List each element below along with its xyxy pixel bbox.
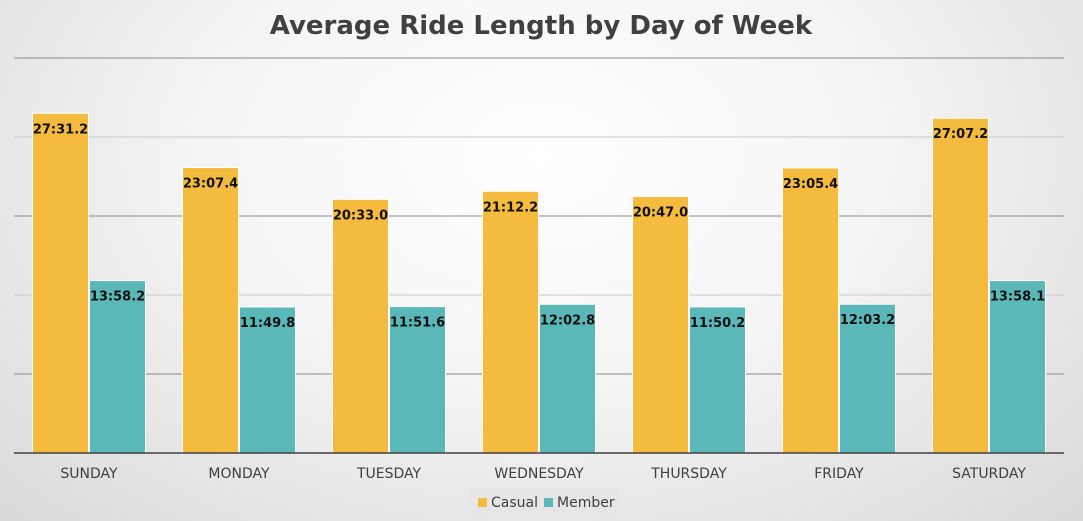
data-label-casual-friday: 23:05.4 [783,177,838,192]
category-label-wednesday: WEDNESDAY [494,466,584,482]
category-label-saturday: SATURDAY [952,466,1026,482]
bar-casual-tuesday [332,198,389,454]
category-label-tuesday: TUESDAY [356,466,422,482]
data-label-casual-thursday: 20:47.0 [633,205,688,220]
legend-swatch-member [544,498,553,507]
chart-title: Average Ride Length by Day of Week [270,11,813,41]
bars [32,112,1046,454]
data-label-casual-tuesday: 20:33.0 [333,208,388,223]
legend-label-casual: Casual [491,495,538,511]
bar-casual-saturday [932,117,989,454]
data-label-casual-saturday: 27:07.2 [933,127,988,142]
category-label-friday: FRIDAY [814,466,864,482]
legend-swatch-casual [478,498,487,507]
data-label-member-monday: 11:49.8 [240,316,295,331]
category-label-sunday: SUNDAY [60,466,118,482]
data-label-casual-sunday: 27:31.2 [33,122,88,137]
legend-label-member: Member [557,495,615,511]
data-label-member-tuesday: 11:51.6 [390,316,445,331]
bar-member-thursday [689,306,746,454]
data-label-casual-wednesday: 21:12.2 [483,200,538,215]
data-label-member-saturday: 13:58.1 [990,290,1045,305]
category-axis: SUNDAY MONDAY TUESDAY WEDNESDAY THURSDAY FRID… [60,466,1026,482]
legend: Casual Member [470,489,618,515]
bar-casual-thursday [632,195,689,454]
bar-casual-sunday [32,112,89,454]
bar-member-monday [239,306,296,454]
bar-member-wednesday [539,303,596,454]
data-label-member-thursday: 11:50.2 [690,316,745,331]
bar-member-saturday [989,280,1046,454]
data-label-member-friday: 12:03.2 [840,313,895,328]
data-label-member-sunday: 13:58.2 [90,290,145,305]
data-labels: 27:31.2 13:58.2 23:07.4 11:49.8 20:33.0 11:51… [33,122,1045,331]
category-label-monday: MONDAY [208,466,270,482]
bar-member-friday [839,303,896,454]
bar-casual-friday [782,167,839,454]
data-label-casual-monday: 23:07.4 [183,177,238,192]
bar-casual-wednesday [482,190,539,454]
bar-member-sunday [89,280,146,454]
category-label-thursday: THURSDAY [650,466,727,482]
data-label-member-wednesday: 12:02.8 [540,313,595,328]
bar-casual-monday [182,167,239,454]
